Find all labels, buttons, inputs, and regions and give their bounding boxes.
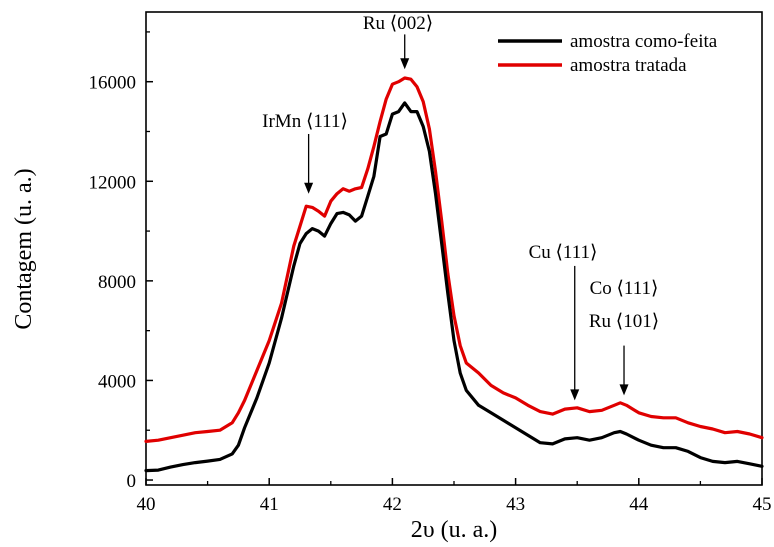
x-tick-label: 41: [260, 494, 279, 515]
tick-layer: 40 41 42 43 44 45 0 4000 8000 12000 16000: [89, 31, 772, 515]
series-line-1: [144, 76, 764, 443]
y-tick-label: 16000: [89, 73, 137, 94]
legend-label-como-feita: amostra como-feita: [570, 31, 718, 52]
annotation-arrowhead-1: [400, 58, 410, 70]
annotation-irmn-111: IrMn ⟨111⟩: [262, 111, 348, 132]
series-layer: [144, 76, 764, 473]
y-tick-label: 8000: [98, 272, 136, 293]
annotation-arrowhead-4: [619, 384, 629, 396]
legend: amostra como-feita amostra tratada: [498, 31, 718, 76]
x-tick-label: 40: [137, 494, 156, 515]
annotation-cu-111: Cu ⟨111⟩: [529, 242, 598, 263]
x-tick-label: 42: [383, 494, 402, 515]
annotation-ru-002: Ru ⟨002⟩: [363, 13, 433, 34]
annotation-arrowhead-2: [570, 389, 580, 401]
y-tick-label: 12000: [89, 172, 137, 193]
annotation-co-111: Co ⟨111⟩: [590, 278, 659, 299]
x-tick-label: 43: [506, 494, 525, 515]
y-tick-label: 4000: [98, 371, 136, 392]
x-tick-label: 45: [753, 494, 772, 515]
series-line-0: [144, 101, 764, 473]
annotation-ru-101: Ru ⟨101⟩: [589, 311, 659, 332]
y-axis-title: Contagem (u. a.): [11, 168, 37, 329]
legend-label-tratada: amostra tratada: [570, 55, 687, 76]
x-axis-title: 2υ (u. a.): [411, 517, 498, 543]
annotation-layer: [304, 34, 629, 401]
x-tick-label: 44: [629, 494, 649, 515]
y-tick-label: 0: [127, 471, 137, 492]
annotation-arrowhead-0: [304, 182, 314, 194]
